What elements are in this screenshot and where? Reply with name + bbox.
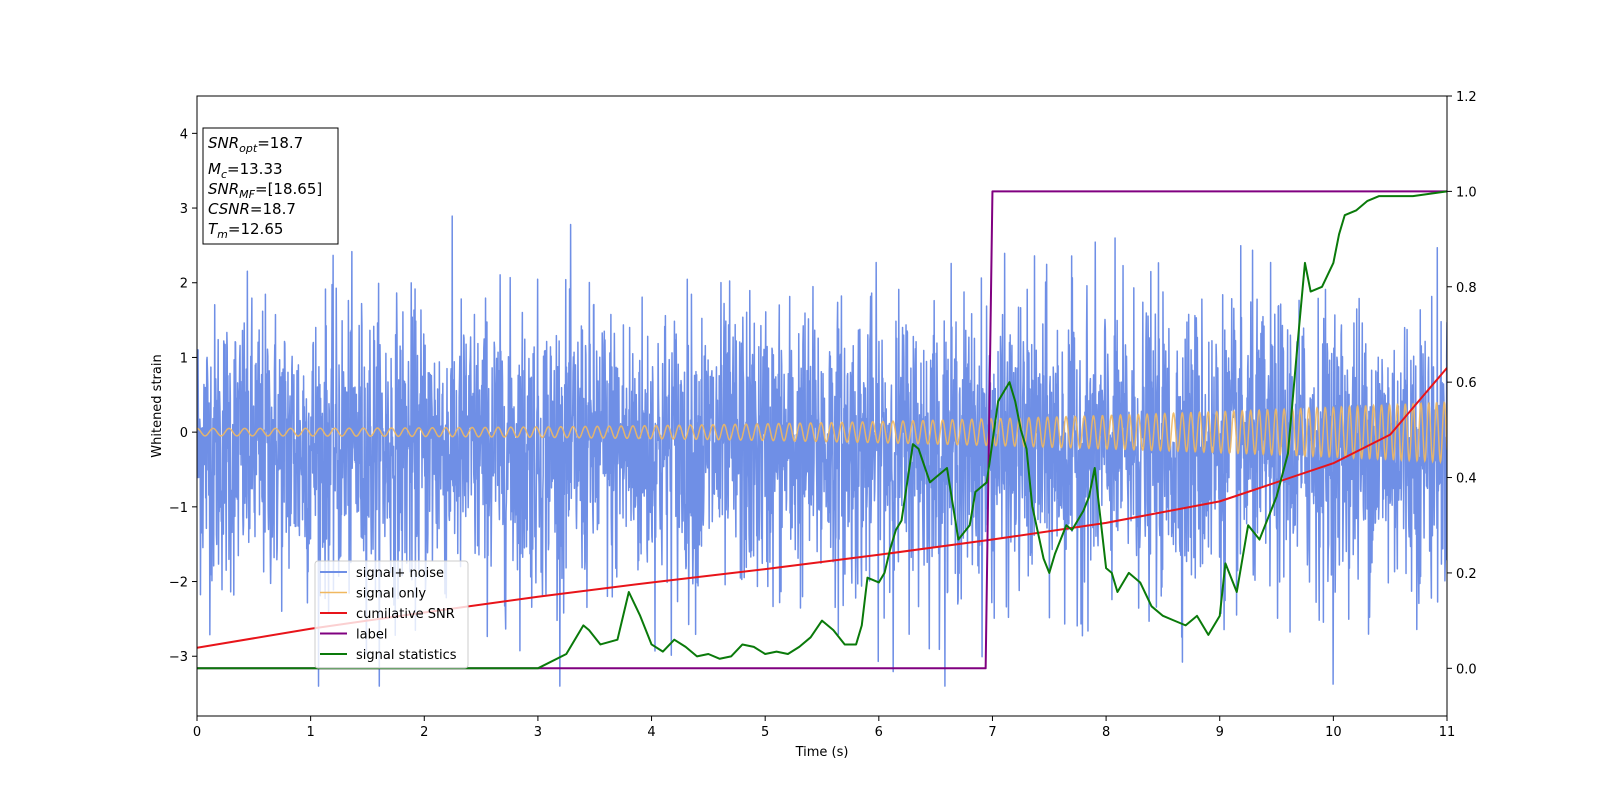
y-axis-label: Whitened strain bbox=[150, 354, 165, 457]
left-y-tick-label: 1 bbox=[180, 351, 188, 366]
legend: signal+ noise signal only cumilative SNR la… bbox=[314, 560, 469, 669]
info-box-line: CSNR=18.7 bbox=[208, 200, 296, 218]
info-box-line: SNRMF=[18.65] bbox=[208, 180, 322, 201]
x-tick-label: 5 bbox=[761, 725, 769, 740]
right-y-tick-label: 0.8 bbox=[1456, 281, 1477, 296]
legend-label: label bbox=[356, 628, 387, 643]
right-y-tick-label: 0.4 bbox=[1456, 472, 1477, 487]
x-tick-label: 9 bbox=[1216, 725, 1224, 740]
legend-label: signal+ noise bbox=[356, 566, 444, 581]
legend-label: signal only bbox=[356, 587, 426, 602]
right-y-tick-label: 0.0 bbox=[1456, 662, 1477, 677]
left-y-tick-label: −3 bbox=[169, 650, 188, 665]
info-box-line: Mc=13.33 bbox=[208, 160, 283, 181]
info-box-line: Tm=12.65 bbox=[208, 220, 283, 241]
x-tick-label: 0 bbox=[193, 725, 201, 740]
right-y-tick-label: 1.2 bbox=[1456, 90, 1477, 105]
legend-label: cumilative SNR bbox=[356, 607, 455, 622]
series-line-signal-only bbox=[197, 400, 1447, 465]
legend-frame bbox=[314, 560, 469, 669]
x-tick-label: 7 bbox=[988, 725, 996, 740]
x-tick-label: 10 bbox=[1325, 725, 1342, 740]
right-y-axis-ticks: 0.0 0.2 0.4 0.6 0.8 1.0 1.2 bbox=[1447, 90, 1477, 677]
right-y-tick-label: 1.0 bbox=[1456, 185, 1477, 200]
plot-frame bbox=[196, 95, 1448, 717]
info-box: SNRopt=18.7 Mc=13.33SNRMF=[18.65]CSNR=18.… bbox=[202, 127, 339, 245]
legend-label: signal statistics bbox=[356, 648, 457, 663]
left-y-tick-label: −1 bbox=[169, 501, 188, 516]
series-line-signal-statistics bbox=[197, 190, 1447, 670]
x-tick-label: 8 bbox=[1102, 725, 1110, 740]
x-tick-label: 3 bbox=[534, 725, 542, 740]
left-y-tick-label: 3 bbox=[180, 202, 188, 217]
info-box-line: SNRopt=18.7 bbox=[208, 134, 303, 155]
x-tick-label: 1 bbox=[306, 725, 314, 740]
left-y-tick-label: 4 bbox=[180, 127, 188, 142]
info-box-frame bbox=[202, 127, 339, 245]
left-y-axis-ticks: −3 −2 −1 0 1 2 3 4 bbox=[169, 127, 197, 665]
left-y-tick-label: 2 bbox=[180, 277, 188, 292]
left-y-tick-label: 0 bbox=[180, 426, 188, 441]
x-tick-label: 6 bbox=[875, 725, 883, 740]
x-axis-ticks: 0 1 2 3 4 5 6 7 8 9 10 11 bbox=[193, 716, 1455, 740]
right-y-tick-label: 0.2 bbox=[1456, 567, 1477, 582]
series-line-label bbox=[197, 190, 1447, 670]
x-axis-label: Time (s) bbox=[795, 745, 849, 760]
x-tick-label: 2 bbox=[420, 725, 428, 740]
series-line-signal-noise bbox=[197, 215, 1447, 687]
x-tick-label: 4 bbox=[647, 725, 655, 740]
left-y-tick-label: −2 bbox=[169, 576, 188, 591]
right-y-tick-label: 0.6 bbox=[1456, 376, 1477, 391]
x-tick-label: 11 bbox=[1439, 725, 1456, 740]
